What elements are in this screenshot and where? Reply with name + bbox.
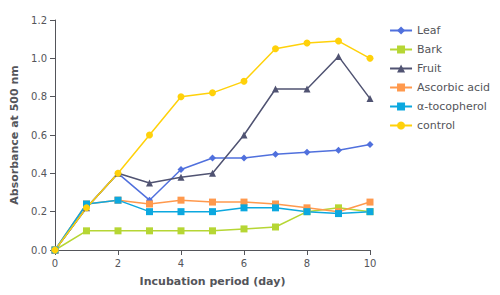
svg-text:Bark: Bark [417, 43, 443, 56]
svg-text:Ascorbic acid: Ascorbic acid [417, 81, 490, 94]
svg-text:control: control [417, 119, 455, 132]
svg-text:0.4: 0.4 [31, 168, 47, 179]
svg-text:8: 8 [304, 258, 310, 269]
svg-text:1.2: 1.2 [31, 15, 47, 26]
svg-text:0.0: 0.0 [31, 245, 47, 256]
svg-text:10: 10 [364, 258, 377, 269]
svg-text:Leaf: Leaf [417, 24, 441, 37]
svg-text:0: 0 [52, 258, 58, 269]
svg-text:Absorbance at 500 nm: Absorbance at 500 nm [8, 65, 21, 204]
svg-text:Incubation period (day): Incubation period (day) [140, 275, 286, 288]
svg-text:2: 2 [115, 258, 121, 269]
svg-text:α-tocopherol: α-tocopherol [417, 100, 487, 113]
svg-text:6: 6 [241, 258, 247, 269]
svg-text:0.6: 0.6 [31, 130, 47, 141]
svg-text:4: 4 [178, 258, 184, 269]
svg-text:0.8: 0.8 [31, 91, 47, 102]
svg-text:Fruit: Fruit [417, 62, 442, 75]
svg-text:1.0: 1.0 [31, 53, 47, 64]
svg-text:0.2: 0.2 [31, 206, 47, 217]
